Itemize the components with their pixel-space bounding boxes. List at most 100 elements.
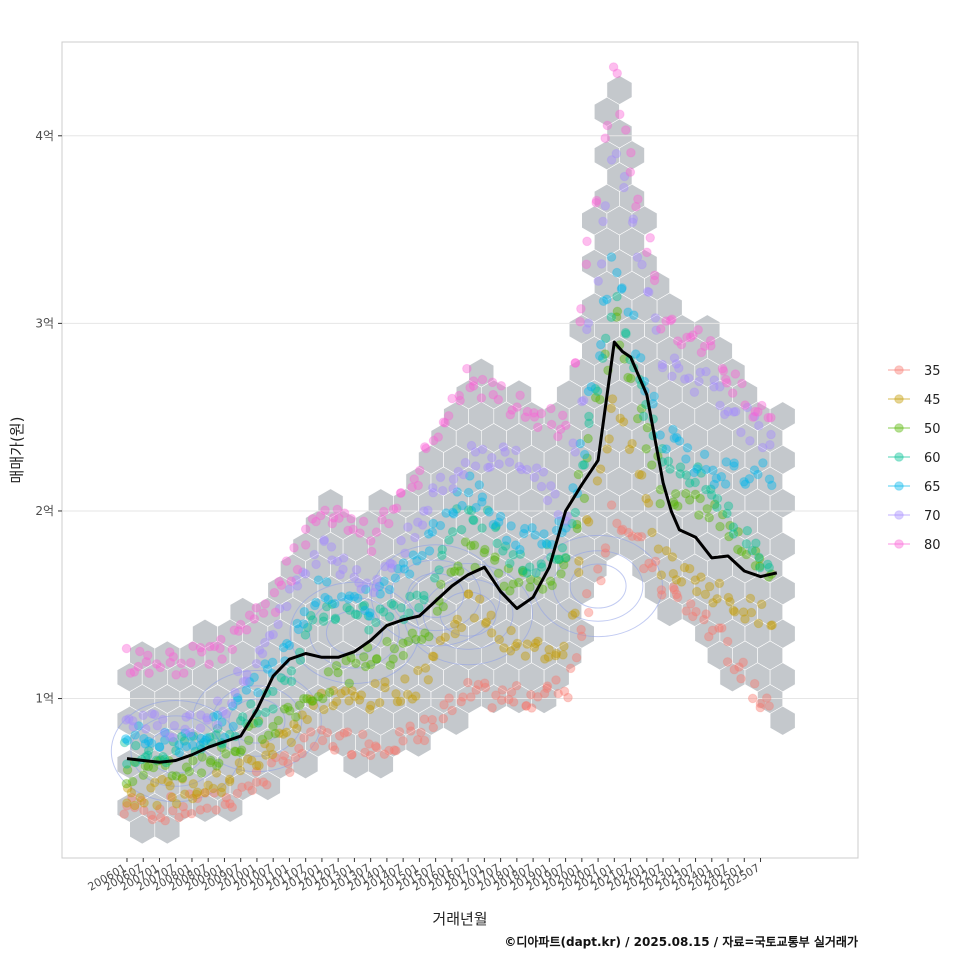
legend-item-35: 35 bbox=[888, 364, 941, 379]
scatter-point-45 bbox=[450, 628, 461, 639]
scatter-point-80 bbox=[626, 147, 636, 158]
scatter-point-45 bbox=[350, 691, 360, 702]
scatter-point-35 bbox=[232, 788, 243, 799]
scatter-point-45 bbox=[679, 562, 690, 573]
scatter-point-60 bbox=[597, 353, 608, 364]
scatter-point-60 bbox=[515, 549, 526, 560]
gridlines bbox=[62, 135, 858, 700]
scatter-point-35 bbox=[623, 527, 634, 538]
scatter-point-50 bbox=[323, 667, 334, 677]
scatter-point-80 bbox=[522, 406, 533, 417]
scatter-point-35 bbox=[447, 705, 457, 716]
scatter-point-70 bbox=[417, 520, 428, 530]
scatter-point-35 bbox=[553, 688, 564, 699]
scatter-point-65 bbox=[701, 464, 711, 475]
scatter-point-50 bbox=[236, 745, 247, 755]
scatter-point-60 bbox=[505, 558, 515, 569]
scatter-point-50 bbox=[424, 631, 434, 642]
scatter-point-65 bbox=[494, 517, 504, 528]
scatter-point-65 bbox=[412, 556, 422, 566]
scatter-point-45 bbox=[281, 727, 292, 738]
scatter-point-80 bbox=[576, 304, 586, 314]
scatter-point-65 bbox=[278, 642, 289, 653]
legend-key-point bbox=[894, 365, 904, 375]
scatter-point-50 bbox=[579, 493, 590, 504]
scatter-point-70 bbox=[371, 582, 381, 592]
scatter-point-35 bbox=[225, 798, 235, 809]
scatter-point-80 bbox=[413, 480, 424, 491]
scatter-point-70 bbox=[326, 542, 337, 552]
scatter-point-50 bbox=[235, 747, 246, 758]
scatter-point-35 bbox=[438, 713, 449, 724]
scatter-point-65 bbox=[579, 449, 590, 460]
legend-key-point bbox=[894, 539, 904, 549]
scatter-point-50 bbox=[453, 561, 463, 571]
scatter-point-65 bbox=[139, 733, 149, 744]
scatter-point-35 bbox=[370, 741, 381, 751]
scatter-point-70 bbox=[644, 287, 654, 298]
scatter-point-60 bbox=[557, 543, 568, 553]
legend-key-point bbox=[894, 510, 904, 520]
scatter-point-60 bbox=[119, 737, 130, 748]
scatter-point-80 bbox=[358, 516, 369, 527]
scatter-point-35 bbox=[391, 745, 401, 756]
scatter-point-45 bbox=[714, 578, 725, 589]
scatter-point-70 bbox=[582, 324, 592, 335]
scatter-point-70 bbox=[611, 148, 622, 159]
scatter-point-70 bbox=[185, 710, 195, 720]
scatter-point-65 bbox=[586, 381, 597, 392]
scatter-point-60 bbox=[188, 731, 199, 742]
scatter-point-60 bbox=[728, 529, 739, 539]
scatter-point-80 bbox=[673, 336, 683, 346]
scatter-point-80 bbox=[454, 390, 465, 401]
scatter-point-80 bbox=[348, 524, 358, 535]
scatter-point-45 bbox=[746, 607, 757, 618]
scatter-point-35 bbox=[322, 727, 333, 738]
density-contour bbox=[309, 597, 400, 669]
scatter-point-80 bbox=[311, 516, 321, 527]
scatter-point-65 bbox=[428, 518, 439, 529]
scatter-point-65 bbox=[232, 692, 243, 703]
scatter-point-50 bbox=[518, 567, 528, 578]
scatter-point-80 bbox=[740, 400, 750, 410]
scatter-point-65 bbox=[320, 592, 330, 603]
scatter-point-60 bbox=[405, 591, 415, 602]
scatter-point-35 bbox=[576, 631, 587, 642]
scatter-point-50 bbox=[489, 555, 500, 566]
scatter-point-50 bbox=[572, 523, 583, 534]
scatter-point-35 bbox=[463, 677, 473, 688]
hexbin-cell bbox=[367, 749, 394, 780]
scatter-point-45 bbox=[543, 652, 554, 662]
scatter-point-45 bbox=[336, 688, 346, 699]
scatter-point-35 bbox=[195, 805, 206, 815]
scatter-point-65 bbox=[682, 443, 693, 453]
scatter-point-70 bbox=[766, 429, 776, 440]
density-contour bbox=[325, 610, 383, 656]
scatter-point-80 bbox=[462, 363, 472, 374]
scatter-point-60 bbox=[477, 523, 487, 533]
scatter-point-60 bbox=[327, 599, 338, 610]
scatter-point-45 bbox=[469, 613, 480, 623]
scatter-point-80 bbox=[343, 525, 353, 536]
scatter-point-50 bbox=[460, 537, 471, 547]
scatter-point-65 bbox=[241, 685, 252, 695]
scatter-point-35 bbox=[184, 789, 195, 799]
scatter-point-35 bbox=[243, 781, 254, 791]
scatter-point-80 bbox=[269, 587, 280, 598]
scatter-point-80 bbox=[328, 513, 339, 523]
scatter-point-35 bbox=[155, 804, 165, 814]
scatter-point-65 bbox=[174, 740, 184, 750]
scatter-point-35 bbox=[497, 685, 508, 695]
scatter-point-50 bbox=[127, 776, 138, 787]
scatter-point-80 bbox=[570, 358, 581, 368]
scatter-point-45 bbox=[267, 749, 278, 760]
scatter-point-60 bbox=[508, 549, 519, 560]
scatter-point-65 bbox=[393, 564, 403, 574]
scatter-point-70 bbox=[413, 517, 423, 528]
scatter-point-50 bbox=[253, 716, 264, 726]
scatter-point-35 bbox=[606, 500, 617, 510]
scatter-point-45 bbox=[149, 777, 160, 788]
scatter-point-45 bbox=[624, 444, 635, 455]
scatter-point-80 bbox=[332, 504, 343, 515]
scatter-point-60 bbox=[600, 333, 611, 344]
